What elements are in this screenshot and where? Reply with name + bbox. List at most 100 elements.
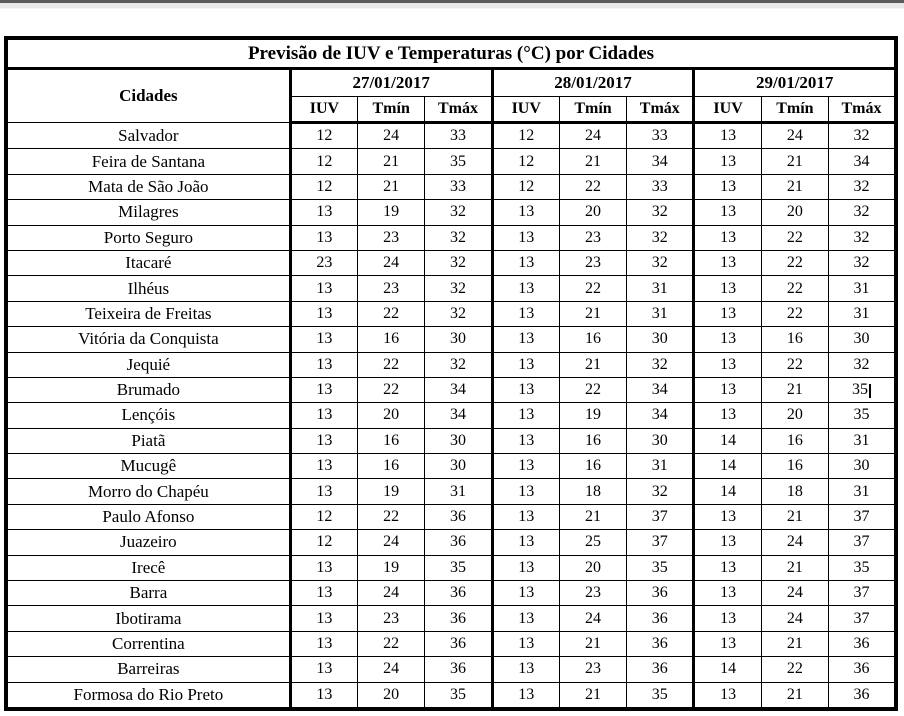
value-cell[interactable]: 36 bbox=[828, 630, 897, 658]
value-cell[interactable]: 22 bbox=[760, 300, 830, 328]
value-cell[interactable]: 22 bbox=[760, 275, 830, 302]
value-cell[interactable]: 21 bbox=[760, 173, 830, 201]
value-cell[interactable]: 36 bbox=[424, 630, 493, 658]
column-header-iuv[interactable]: IUV bbox=[288, 96, 358, 124]
value-cell[interactable]: 24 bbox=[760, 121, 830, 150]
value-cell[interactable]: 30 bbox=[424, 427, 493, 455]
value-cell[interactable]: 13 bbox=[490, 199, 560, 226]
value-cell[interactable]: 13 bbox=[490, 656, 560, 683]
value-cell[interactable]: 21 bbox=[558, 351, 628, 378]
value-cell[interactable]: 23 bbox=[357, 224, 426, 251]
value-cell[interactable]: 13 bbox=[490, 453, 560, 480]
value-cell[interactable]: 22 bbox=[357, 376, 426, 404]
value-cell[interactable]: 22 bbox=[760, 249, 830, 277]
value-cell[interactable]: 32 bbox=[626, 351, 695, 378]
value-cell[interactable]: 35 bbox=[424, 148, 493, 175]
value-cell[interactable]: 32 bbox=[424, 199, 493, 226]
value-cell[interactable]: 32 bbox=[626, 478, 695, 505]
value-cell[interactable]: 35 bbox=[626, 554, 695, 582]
value-cell[interactable]: 13 bbox=[490, 554, 560, 582]
value-cell[interactable]: 13 bbox=[692, 300, 762, 328]
value-cell[interactable]: 14 bbox=[692, 453, 762, 480]
column-header-tmax[interactable]: Tmáx bbox=[626, 96, 694, 124]
value-cell[interactable]: 13 bbox=[692, 148, 762, 175]
city-cell[interactable]: Brumado bbox=[5, 376, 291, 404]
value-cell[interactable]: 13 bbox=[490, 224, 560, 251]
value-cell[interactable]: 19 bbox=[357, 478, 426, 505]
value-cell[interactable]: 13 bbox=[490, 376, 560, 404]
value-cell[interactable]: 23 bbox=[558, 224, 628, 251]
value-cell[interactable]: 13 bbox=[288, 605, 359, 632]
value-cell[interactable]: 13 bbox=[490, 300, 560, 328]
value-cell[interactable]: 30 bbox=[424, 326, 493, 353]
value-cell[interactable]: 32 bbox=[424, 351, 493, 378]
value-cell[interactable]: 13 bbox=[288, 681, 359, 710]
value-cell[interactable]: 24 bbox=[558, 605, 628, 632]
city-cell[interactable]: Irecê bbox=[5, 554, 291, 582]
column-header-cities[interactable]: Cidades bbox=[6, 68, 292, 123]
city-cell[interactable]: Lençóis bbox=[5, 402, 291, 429]
table-title[interactable]: Previsão de IUV e Temperaturas (°C) por … bbox=[6, 38, 896, 70]
value-cell[interactable]: 23 bbox=[288, 249, 359, 277]
city-cell[interactable]: Vitória da Conquista bbox=[5, 326, 291, 353]
value-cell[interactable]: 13 bbox=[288, 580, 359, 607]
value-cell[interactable]: 23 bbox=[558, 249, 628, 277]
value-cell[interactable]: 35 bbox=[626, 681, 695, 710]
column-header-iuv[interactable]: IUV bbox=[692, 96, 762, 124]
value-cell[interactable]: 36 bbox=[626, 656, 695, 683]
value-cell[interactable]: 12 bbox=[288, 148, 359, 175]
value-cell[interactable]: 31 bbox=[828, 300, 897, 328]
value-cell[interactable]: 12 bbox=[288, 173, 359, 201]
value-cell[interactable]: 13 bbox=[288, 427, 359, 455]
city-cell[interactable]: Milagres bbox=[5, 199, 291, 226]
value-cell[interactable]: 24 bbox=[357, 580, 426, 607]
value-cell[interactable]: 37 bbox=[828, 605, 897, 632]
value-cell[interactable]: 13 bbox=[288, 275, 359, 302]
value-cell[interactable]: 13 bbox=[490, 351, 560, 378]
value-cell[interactable]: 22 bbox=[357, 300, 426, 328]
value-cell[interactable]: 36 bbox=[626, 605, 695, 632]
value-cell[interactable]: 13 bbox=[490, 402, 560, 429]
value-cell[interactable]: 13 bbox=[288, 351, 359, 378]
value-cell[interactable]: 32 bbox=[424, 300, 493, 328]
value-cell[interactable]: 21 bbox=[558, 148, 628, 175]
value-cell[interactable]: 13 bbox=[490, 630, 560, 658]
value-cell[interactable]: 13 bbox=[490, 503, 560, 531]
value-cell[interactable]: 14 bbox=[692, 427, 762, 455]
value-cell[interactable]: 18 bbox=[760, 478, 830, 505]
value-cell[interactable]: 20 bbox=[357, 402, 426, 429]
value-cell[interactable]: 13 bbox=[692, 529, 762, 556]
value-cell[interactable]: 21 bbox=[760, 376, 830, 404]
value-cell[interactable]: 37 bbox=[828, 580, 897, 607]
value-cell[interactable]: 23 bbox=[357, 275, 426, 302]
value-cell[interactable]: 22 bbox=[357, 630, 426, 658]
city-cell[interactable]: Teixeira de Freitas bbox=[5, 300, 291, 328]
value-cell[interactable]: 13 bbox=[490, 275, 560, 302]
value-cell[interactable]: 23 bbox=[558, 656, 628, 683]
city-cell[interactable]: Piatã bbox=[5, 427, 291, 455]
value-cell[interactable]: 12 bbox=[490, 173, 560, 201]
value-cell[interactable]: 13 bbox=[288, 300, 359, 328]
value-cell[interactable]: 34 bbox=[424, 376, 493, 404]
value-cell[interactable]: 33 bbox=[626, 121, 695, 150]
value-cell[interactable]: 20 bbox=[760, 402, 830, 429]
value-cell[interactable]: 13 bbox=[288, 199, 359, 226]
value-cell[interactable]: 13 bbox=[692, 326, 762, 353]
value-cell[interactable]: 24 bbox=[357, 121, 426, 150]
value-cell[interactable]: 36 bbox=[424, 656, 493, 683]
value-cell[interactable]: 13 bbox=[692, 121, 762, 150]
value-cell[interactable]: 21 bbox=[558, 300, 628, 328]
value-cell[interactable]: 32 bbox=[828, 224, 897, 251]
value-cell[interactable]: 13 bbox=[288, 224, 359, 251]
value-cell[interactable]: 13 bbox=[490, 529, 560, 556]
value-cell[interactable]: 37 bbox=[828, 529, 897, 556]
value-cell[interactable]: 35 bbox=[828, 376, 897, 404]
value-cell[interactable]: 13 bbox=[692, 275, 762, 302]
value-cell[interactable]: 34 bbox=[424, 402, 493, 429]
value-cell[interactable]: 36 bbox=[424, 529, 493, 556]
value-cell[interactable]: 21 bbox=[760, 681, 830, 710]
value-cell[interactable]: 35 bbox=[828, 554, 897, 582]
value-cell[interactable]: 36 bbox=[828, 656, 897, 683]
value-cell[interactable]: 13 bbox=[490, 326, 560, 353]
value-cell[interactable]: 22 bbox=[558, 376, 628, 404]
